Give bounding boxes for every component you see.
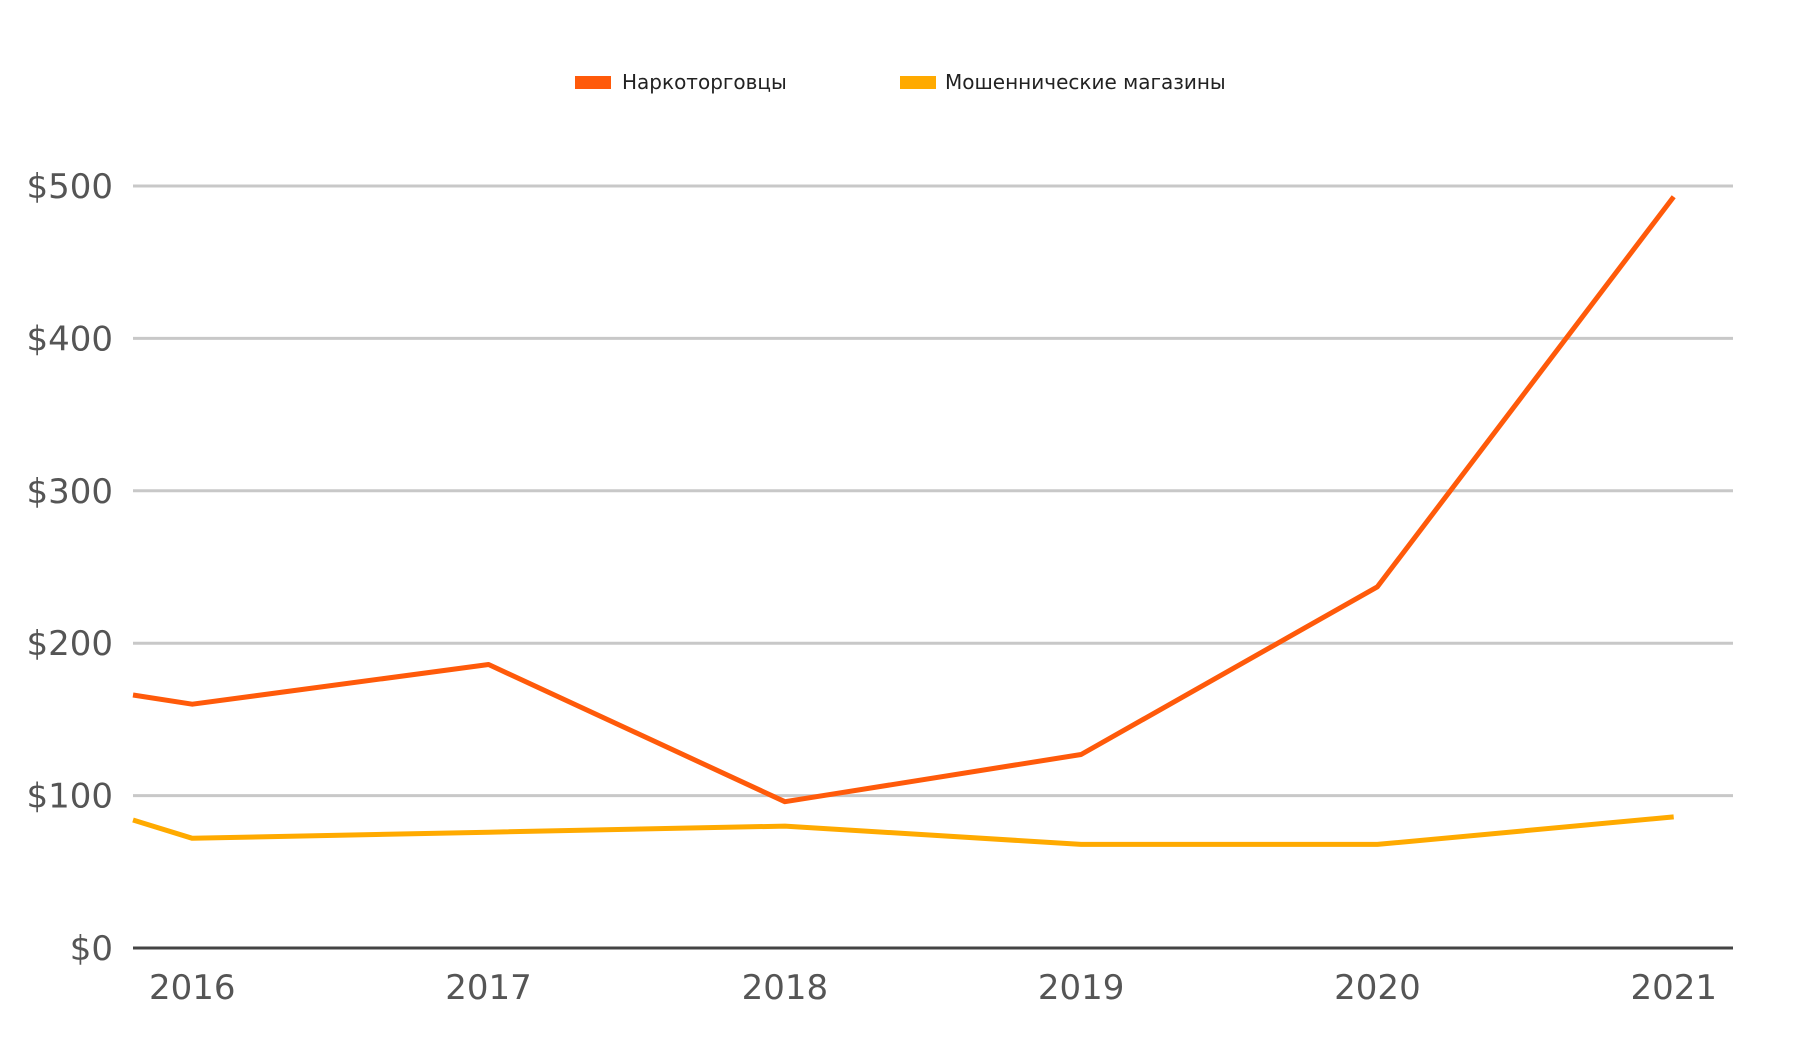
y-tick-label: $300 bbox=[26, 472, 113, 512]
x-tick-label: 2019 bbox=[1038, 968, 1125, 1008]
legend-swatch bbox=[900, 76, 936, 89]
y-tick-label: $0 bbox=[70, 929, 113, 969]
x-tick-label: 2020 bbox=[1334, 968, 1421, 1008]
x-tick-label: 2021 bbox=[1630, 968, 1717, 1008]
legend-label: Мошеннические магазины bbox=[945, 70, 1226, 94]
series-line-1 bbox=[132, 195, 1676, 805]
y-axis: $0 $100 $200 $300 $400 $500 bbox=[26, 167, 113, 969]
x-axis: 2016 2017 2018 2019 2020 2021 bbox=[149, 968, 1717, 1008]
x-tick-label: 2017 bbox=[445, 968, 532, 1008]
y-tick-label: $100 bbox=[26, 777, 113, 817]
legend-item: Мошеннические магазины bbox=[900, 70, 1226, 94]
legend-swatch bbox=[575, 76, 611, 89]
gridlines bbox=[133, 184, 1733, 950]
y-tick-label: $500 bbox=[26, 167, 113, 207]
legend-item: Наркоторговцы bbox=[575, 70, 787, 94]
legend-label: Наркоторговцы bbox=[622, 70, 787, 94]
x-tick-label: 2018 bbox=[742, 968, 829, 1008]
legend: Наркоторговцы Мошеннические магазины bbox=[575, 70, 1226, 94]
y-tick-label: $400 bbox=[26, 319, 113, 359]
series-line-2 bbox=[132, 814, 1674, 847]
x-tick-label: 2016 bbox=[149, 968, 236, 1008]
series-lines bbox=[132, 195, 1676, 847]
y-tick-label: $200 bbox=[26, 624, 113, 664]
